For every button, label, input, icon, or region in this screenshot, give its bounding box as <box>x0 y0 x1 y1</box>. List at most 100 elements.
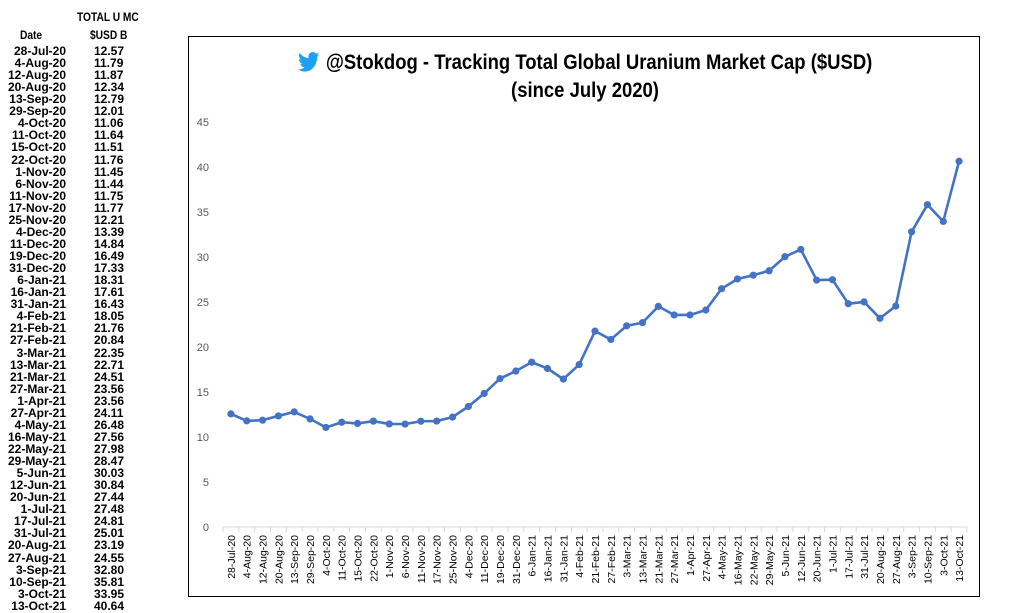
table-date-cell: 21-Mar-21 <box>9 369 66 384</box>
x-tick-label: 11-Dec-20 <box>479 535 491 583</box>
x-tick-label: 13-Oct-21 <box>954 535 966 582</box>
table-value-cell: 12.21 <box>94 212 125 227</box>
table-date-cell: 11-Oct-20 <box>11 128 66 143</box>
table-value-cell: 14.84 <box>94 236 125 251</box>
data-point <box>433 417 441 425</box>
table-date-cell: 3-Mar-21 <box>16 345 66 360</box>
y-axis: 0 5 10 15 20 25 30 35 40 45 <box>197 117 209 534</box>
x-tick-label: 21-Feb-21 <box>590 535 602 584</box>
table-date-cell: 4-Feb-21 <box>16 309 66 324</box>
x-tick-label: 4-Oct-20 <box>321 535 333 576</box>
table-value-cell: 22.71 <box>94 357 125 372</box>
data-point <box>496 374 504 383</box>
table-value-cell: 20.84 <box>94 333 125 348</box>
data-point <box>686 311 694 319</box>
table-value-cell: 27.44 <box>94 490 125 505</box>
table-value-cell: 33.95 <box>94 586 125 601</box>
x-tick-label: 1-Nov-20 <box>384 535 396 578</box>
table-date-cell: 13-Oct-21 <box>11 598 66 613</box>
x-tick-label: 27-Apr-21 <box>701 535 713 582</box>
data-point <box>892 302 900 310</box>
table-value-cell: 16.43 <box>94 297 125 312</box>
table-value-cell: 11.79 <box>94 56 124 71</box>
y-tick-label: 25 <box>197 297 209 309</box>
x-tick-label: 12-Jun-21 <box>796 535 808 582</box>
x-tick-label: 11-Nov-20 <box>416 535 428 583</box>
table-date-cell: 22-Oct-20 <box>11 152 66 167</box>
y-tick-label: 0 <box>203 522 209 534</box>
table-date-cell: 3-Oct-21 <box>17 586 66 601</box>
x-tick-label: 17-Jul-21 <box>843 535 855 579</box>
table-value-cell: 11.75 <box>94 188 124 203</box>
series-uranium-market-cap <box>227 157 963 432</box>
data-point <box>702 306 710 314</box>
table-value-cell: 24.11 <box>94 405 124 420</box>
table-date-cell: 27-Mar-21 <box>9 381 66 396</box>
x-tick-label: 20-Aug-21 <box>875 535 887 584</box>
x-axis: 28-Jul-20 4-Aug-20 12-Aug-20 20-Aug-20 13-Se… <box>222 526 968 585</box>
data-point <box>227 410 235 418</box>
line-plot: 0 5 10 15 20 25 30 35 40 45 28-Jul-20 4-Aug-20 12-A… <box>197 117 968 585</box>
table-value-cell: 22.35 <box>94 345 125 360</box>
table-date-cell: 27-Apr-21 <box>10 405 66 420</box>
twitter-bird-icon <box>297 52 319 72</box>
data-point <box>749 271 757 279</box>
y-tick-label: 40 <box>197 162 209 174</box>
data-point <box>448 413 457 421</box>
data-point <box>718 285 726 293</box>
x-tick-label: 1-Apr-21 <box>685 535 697 576</box>
table-date-cell: 1-Apr-21 <box>17 393 66 408</box>
data-point <box>480 389 488 398</box>
x-tick-label: 6-Jan-21 <box>527 535 539 577</box>
data-point <box>781 253 789 261</box>
x-tick-label: 31-Jul-21 <box>859 535 871 579</box>
data-point <box>401 420 409 428</box>
table-date-cell: 15-Oct-20 <box>11 140 66 155</box>
table-value-cell: 27.48 <box>94 502 125 517</box>
chart-title-block: @Stokdog - Tracking Total Global Uranium… <box>189 49 981 105</box>
table-date-cell: 29-May-21 <box>7 454 66 469</box>
x-tick-label: 29-May-21 <box>764 535 776 585</box>
data-point <box>290 408 298 416</box>
table-date-cell: 21-Feb-21 <box>9 321 66 336</box>
table-date-cell: 10-Sep-21 <box>9 574 66 589</box>
y-tick-label: 15 <box>197 387 209 399</box>
x-tick-label: 31-Jan-21 <box>558 535 570 582</box>
data-point <box>797 245 805 254</box>
data-point <box>765 267 773 275</box>
table-value-cell: 16.49 <box>94 249 125 264</box>
table-value-cell: 12.34 <box>94 80 125 95</box>
table-date-cell: 1-Nov-20 <box>15 164 66 179</box>
x-tick-label: 4-May-21 <box>717 535 729 580</box>
x-tick-label: 15-Oct-20 <box>353 535 365 582</box>
table-date-cell: 16-Jan-21 <box>10 285 66 300</box>
table-value-cell: 11.64 <box>94 128 124 143</box>
table-value-cell: 11.77 <box>94 200 124 215</box>
table-date-cell: 17-Nov-20 <box>8 200 66 215</box>
y-tick-label: 10 <box>197 432 209 444</box>
table-value-cell: 17.61 <box>94 285 125 300</box>
table-date-cell: 3-Sep-21 <box>15 562 66 577</box>
x-tick-label: 16-Jan-21 <box>543 535 555 582</box>
table-date-cell: 13-Mar-21 <box>9 357 66 372</box>
table-date-cell: 25-Nov-20 <box>8 212 66 227</box>
table-value-cell: 24.51 <box>94 369 125 384</box>
data-point <box>243 417 251 425</box>
x-tick-label: 13-Mar-21 <box>637 535 649 584</box>
x-tick-label: 22-May-21 <box>748 535 760 585</box>
data-point <box>274 412 283 420</box>
data-point <box>353 419 362 428</box>
y-tick-label: 5 <box>203 477 209 489</box>
data-point <box>464 402 472 411</box>
table-date-cell: 27-Feb-21 <box>9 333 66 348</box>
table-date-cell: 27-Aug-21 <box>7 550 66 565</box>
table-date-cell: 6-Jan-21 <box>17 273 66 288</box>
table-value-cell: 11.06 <box>94 116 124 131</box>
table-date-cell: 1-Jul-21 <box>20 502 66 517</box>
x-tick-label: 20-Jun-21 <box>812 535 824 582</box>
data-point <box>654 302 662 311</box>
table-date-cell: 17-Jul-21 <box>13 514 66 529</box>
x-tick-label: 20-Aug-20 <box>273 535 285 584</box>
y-tick-label: 35 <box>197 207 209 219</box>
table-header-total: TOTAL U MC <box>77 10 139 24</box>
